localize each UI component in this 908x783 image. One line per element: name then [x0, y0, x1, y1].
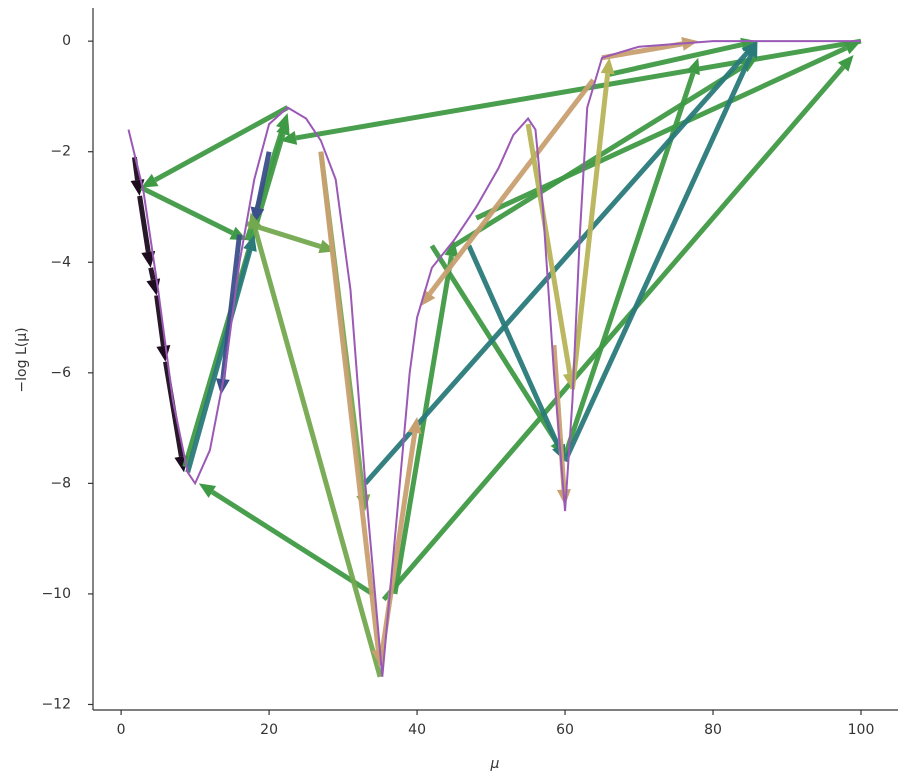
arrow-shaft	[246, 221, 322, 249]
arrow-shaft	[154, 295, 166, 347]
arrow	[601, 36, 699, 61]
arrow	[562, 41, 758, 463]
arrow-head	[198, 483, 217, 498]
arrow-shaft	[295, 38, 862, 141]
x-axis-label: μ	[490, 756, 500, 772]
y-tick-label: −12	[41, 696, 71, 712]
arrow	[381, 54, 854, 602]
arrow-head	[744, 41, 758, 59]
arrow-shaft	[392, 255, 454, 595]
arrow-shaft	[163, 361, 184, 457]
arrow-shaft	[381, 65, 846, 602]
arrows	[130, 36, 862, 678]
x-tick-label: 0	[117, 722, 126, 738]
x-tick-label: 20	[260, 722, 278, 738]
arrow-shaft	[429, 244, 559, 444]
arrow-shaft	[252, 227, 383, 678]
arrow-head	[686, 57, 700, 76]
y-tick-label: 0	[62, 33, 71, 49]
y-tick-label: −6	[50, 365, 71, 381]
arrow-head	[248, 212, 262, 230]
arrow-shaft	[255, 151, 272, 209]
arrow-head	[229, 226, 247, 241]
arrow-shaft	[525, 123, 573, 375]
arrow	[185, 234, 257, 473]
arrow-shaft	[139, 185, 234, 236]
arrow-shaft	[608, 42, 743, 77]
arrow-head	[407, 417, 422, 434]
y-tick-label: −2	[50, 144, 71, 160]
arrow	[248, 212, 383, 678]
x-tick-label: 40	[408, 722, 426, 738]
y-axis-label: −log L(μ)	[14, 327, 30, 392]
arrow-shaft	[148, 267, 156, 281]
arrow-head	[600, 57, 615, 75]
arrow-head	[243, 234, 257, 252]
y-tick-label: −10	[41, 586, 71, 602]
arrow-head	[141, 173, 159, 188]
arrow	[139, 185, 247, 241]
arrow	[475, 41, 862, 221]
arrow-shaft	[131, 156, 140, 181]
arrow	[198, 483, 375, 597]
x-tick-label: 100	[848, 722, 875, 738]
x-tick-label: 80	[704, 722, 722, 738]
arrow-shaft	[137, 195, 151, 253]
arrow	[569, 57, 615, 390]
y-tick-label: −8	[50, 475, 71, 491]
arrow	[141, 105, 289, 188]
arrow-shaft	[220, 234, 242, 380]
arrow-shaft	[562, 54, 754, 463]
arrow-shaft	[377, 432, 418, 667]
arrow-shaft	[569, 73, 611, 390]
arrow-head	[280, 131, 298, 145]
arrow-shaft	[601, 41, 683, 61]
arrow-head	[837, 54, 854, 72]
x-tick-label: 60	[556, 722, 574, 738]
arrow-head	[276, 118, 290, 136]
arrow-shaft	[318, 151, 381, 651]
arrow-shaft	[427, 78, 596, 296]
arrow-shaft	[185, 249, 253, 473]
arrow	[280, 38, 862, 145]
arrow-head	[843, 41, 862, 55]
arrow-head	[141, 250, 156, 268]
y-tick-label: −4	[50, 254, 71, 270]
arrow-shaft	[363, 51, 749, 486]
arrow-shaft	[210, 489, 375, 597]
arrow	[137, 195, 156, 268]
arrow-shaft	[466, 244, 561, 448]
arrow-shaft	[153, 105, 289, 183]
curve	[127, 40, 862, 677]
